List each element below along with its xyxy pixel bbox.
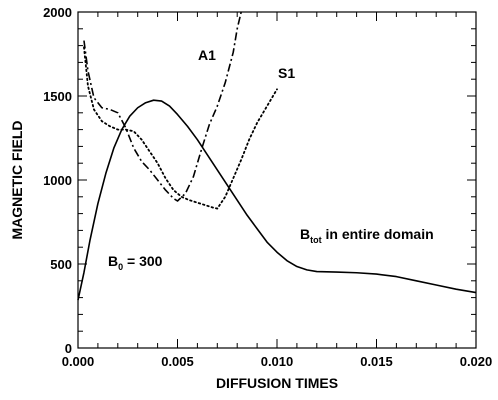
annotation-b0: B0 = 300	[108, 253, 163, 272]
y-tick-label: 500	[50, 257, 72, 272]
annotation-btot-sub: tot	[310, 235, 322, 245]
series-line-s1	[83, 46, 278, 210]
axis-ticks	[77, 11, 477, 349]
annotation-b0-main: B	[108, 253, 118, 269]
annotation-s1: S1	[278, 65, 295, 81]
annotation-btot-main: B	[300, 226, 310, 242]
x-tick-label: 0.010	[261, 354, 294, 369]
x-tick-label: 0.000	[62, 354, 95, 369]
y-tick-label: 2000	[43, 5, 72, 20]
series-line-a1	[83, 11, 242, 202]
annotation-btot: Btot in entire domain	[300, 226, 434, 245]
series-group	[77, 11, 477, 301]
axis-tick-labels: 0.000 0.005 0.010 0.015 0.020 0 500 1000 1500 200…	[43, 5, 492, 369]
y-tick-label: 1500	[43, 89, 72, 104]
y-tick-label: 1000	[43, 173, 72, 188]
x-axis-title: DIFFUSION TIMES	[216, 375, 338, 391]
x-tick-label: 0.020	[460, 354, 493, 369]
series-line-btot	[77, 99, 477, 301]
y-tick-label: 0	[65, 341, 72, 356]
annotation-b0-sub: 0	[118, 262, 123, 272]
y-axis-title: MAGNETIC FIELD	[9, 121, 25, 240]
x-tick-label: 0.015	[360, 354, 393, 369]
x-tick-label: 0.005	[161, 354, 194, 369]
annotation-a1: A1	[198, 47, 216, 63]
annotation-btot-rest: in entire domain	[322, 226, 434, 242]
annotation-b0-rest: = 300	[123, 253, 163, 269]
plot-frame	[77, 11, 477, 349]
